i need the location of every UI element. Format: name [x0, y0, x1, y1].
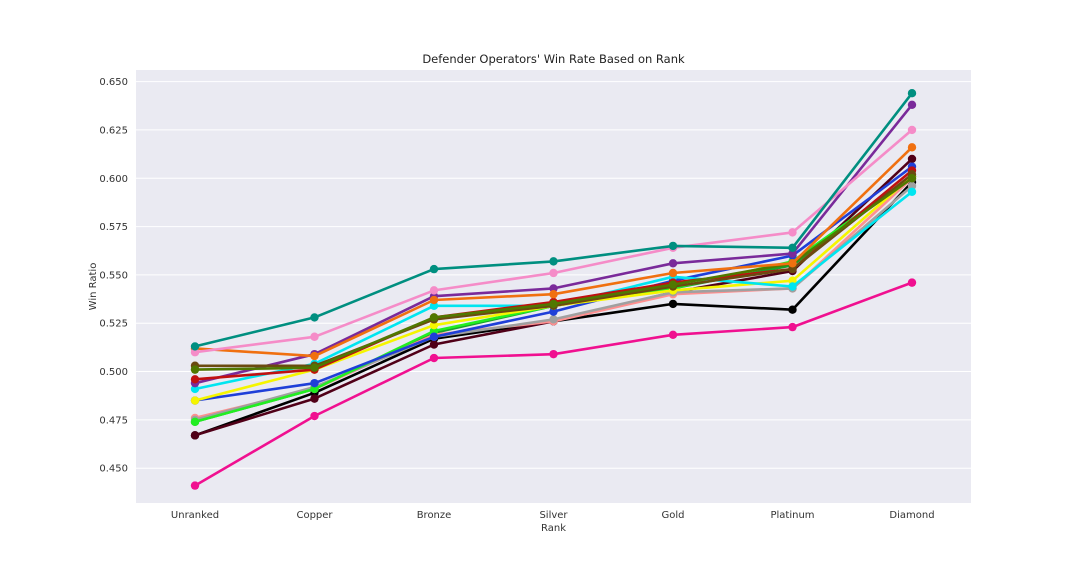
data-point — [907, 100, 917, 109]
data-point — [190, 431, 200, 440]
data-point — [190, 375, 200, 384]
x-tick-label: Platinum — [770, 510, 814, 521]
data-point — [190, 342, 200, 351]
data-point — [310, 332, 319, 341]
data-point — [788, 243, 797, 253]
data-point — [907, 125, 917, 135]
y-axis-label: Win Ratio — [88, 263, 99, 311]
series-15 — [190, 125, 917, 357]
x-tick-label: Gold — [662, 510, 685, 521]
data-point — [310, 313, 319, 322]
x-tick-label: Silver — [539, 510, 568, 521]
data-point — [190, 348, 200, 357]
data-point — [668, 280, 678, 289]
data-point — [190, 396, 200, 405]
data-point — [549, 299, 558, 309]
data-point — [429, 332, 439, 341]
y-tick-label: 0.450 — [99, 464, 128, 475]
data-point — [190, 384, 200, 394]
y-tick-label: 0.525 — [99, 319, 128, 330]
data-point — [549, 268, 558, 278]
data-point — [549, 307, 558, 316]
data-point — [907, 278, 917, 287]
data-point — [668, 268, 678, 278]
data-point — [668, 259, 678, 268]
data-point — [310, 384, 319, 394]
y-tick-label: 0.650 — [99, 77, 128, 88]
y-tick-label: 0.625 — [99, 125, 128, 136]
data-point — [788, 276, 797, 285]
data-point — [788, 322, 797, 332]
data-point — [788, 305, 797, 314]
data-point — [549, 349, 558, 359]
data-point — [310, 394, 319, 403]
data-point — [907, 143, 917, 152]
data-point — [429, 295, 439, 305]
x-tick-labels: Unranked Copper Bronze Silver Gold Platinum Di… — [171, 510, 935, 521]
data-point — [907, 174, 917, 183]
data-point — [668, 241, 678, 251]
series-layer — [190, 88, 917, 490]
data-point — [190, 481, 200, 490]
data-point — [429, 301, 439, 311]
data-point — [788, 249, 797, 258]
data-point — [190, 417, 200, 427]
x-tick-label: Copper — [296, 510, 333, 521]
y-tick-label: 0.500 — [99, 367, 128, 378]
data-point — [788, 264, 797, 274]
data-point — [310, 378, 319, 388]
data-point — [429, 286, 439, 295]
data-point — [429, 326, 439, 336]
data-point — [668, 299, 678, 309]
data-point — [549, 257, 558, 266]
data-point — [907, 181, 917, 191]
x-axis-label: Rank — [541, 523, 566, 534]
series-0 — [190, 278, 917, 490]
y-tick-labels: 0.450 0.475 0.500 0.525 0.550 0.575 0.600 0.625… — [99, 77, 128, 475]
data-point — [549, 315, 558, 324]
y-tick-label: 0.575 — [99, 222, 128, 233]
data-point — [310, 363, 319, 372]
y-tick-label: 0.550 — [99, 270, 128, 281]
data-point — [668, 330, 678, 340]
data-point — [429, 264, 439, 274]
data-point — [429, 340, 439, 349]
data-point — [907, 154, 917, 164]
data-point — [190, 365, 200, 374]
data-point — [907, 187, 917, 196]
y-tick-label: 0.475 — [99, 415, 128, 426]
x-tick-label: Diamond — [889, 510, 934, 521]
data-point — [549, 290, 558, 299]
series-16 — [190, 88, 917, 351]
data-point — [429, 313, 439, 322]
data-point — [788, 228, 797, 237]
data-point — [310, 351, 319, 361]
x-tick-label: Bronze — [417, 510, 452, 521]
y-tick-label: 0.600 — [99, 174, 128, 185]
data-point — [788, 282, 797, 291]
chart-title: Defender Operators' Win Rate Based on Ra… — [422, 52, 685, 66]
data-point — [549, 284, 558, 293]
data-point — [788, 259, 797, 268]
data-point — [310, 411, 319, 421]
data-point — [429, 353, 439, 363]
x-tick-label: Unranked — [171, 510, 219, 521]
data-point — [907, 88, 917, 98]
data-point — [429, 320, 439, 330]
